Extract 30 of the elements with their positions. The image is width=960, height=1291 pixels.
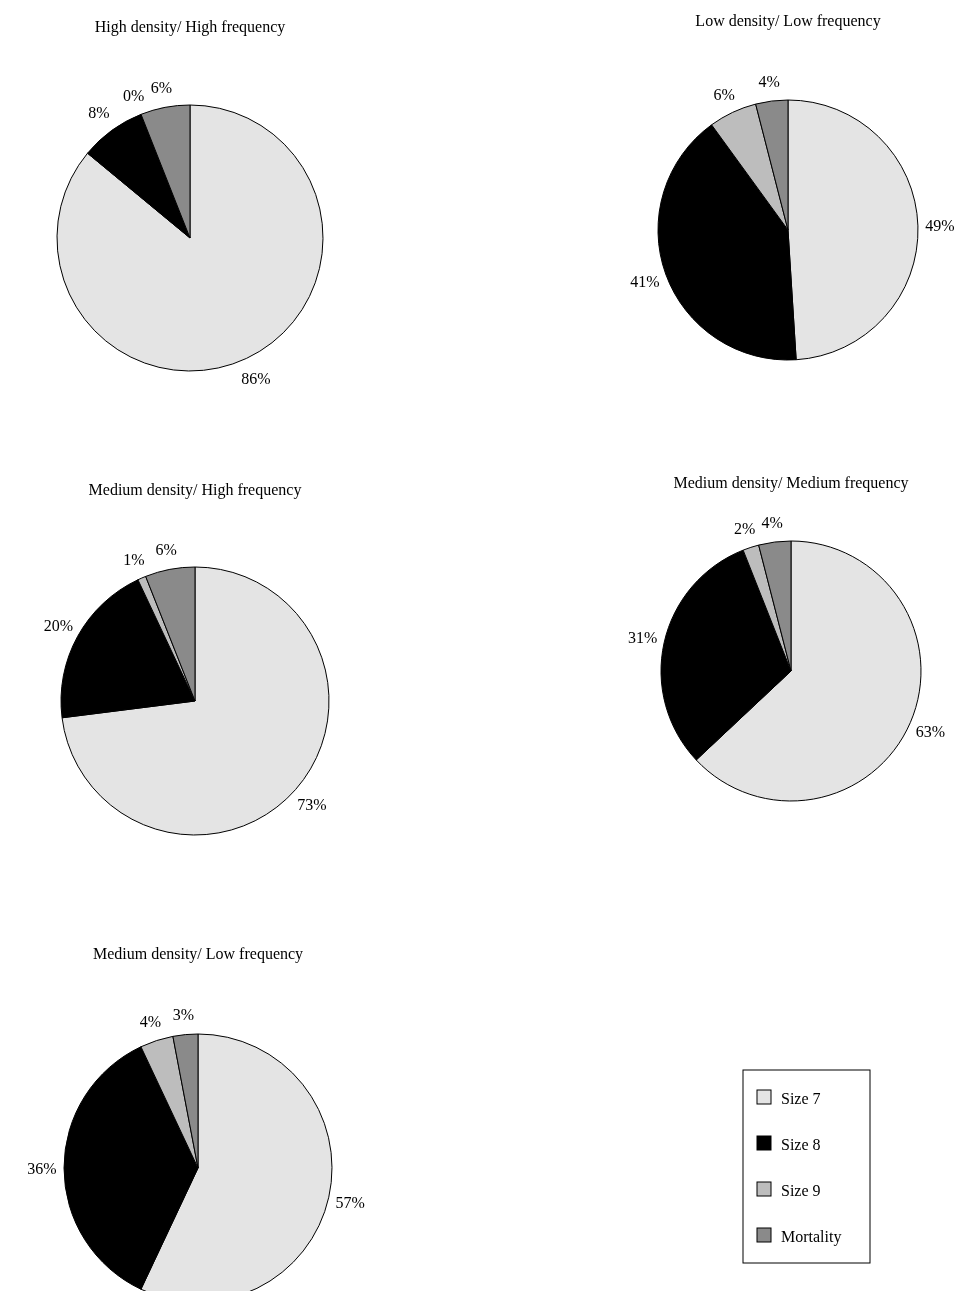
data-label: 20% <box>43 617 73 635</box>
data-label: 4% <box>761 513 783 531</box>
data-label: 8% <box>88 104 110 122</box>
data-label: 49% <box>925 216 955 234</box>
legend-label: Size 7 <box>781 1089 821 1107</box>
data-label: 41% <box>630 273 660 291</box>
data-label: 4% <box>139 1013 162 1031</box>
data-label: 2% <box>733 519 756 537</box>
legend-label: Size 8 <box>781 1135 821 1153</box>
chart-title: High density/ High frequency <box>94 18 286 36</box>
data-label: 6% <box>713 85 735 103</box>
data-label: 73% <box>297 795 327 813</box>
text: 0% <box>123 87 145 105</box>
chart-title: Medium density/ Medium frequency <box>673 474 909 492</box>
data-label: 36% <box>27 1159 57 1177</box>
data-label: 4% <box>758 72 780 90</box>
data-label: 57% <box>335 1193 365 1211</box>
data-label: 31% <box>628 629 658 647</box>
chart-title: Medium density/ High frequency <box>88 481 302 499</box>
chart-title: Low density/ Low frequency <box>695 12 881 30</box>
data-label: 3% <box>172 1006 195 1024</box>
data-label: 6% <box>155 541 177 559</box>
data-label: 1% <box>123 551 145 569</box>
chart-title: Medium density/ Low frequency <box>92 945 304 963</box>
pie-slice <box>56 104 324 372</box>
data-label: 6% <box>150 79 172 97</box>
legend-label: Mortality <box>781 1227 842 1246</box>
legend-label: Size 9 <box>781 1181 821 1199</box>
data-label: 63% <box>915 722 946 740</box>
data-label: 86% <box>241 369 271 387</box>
